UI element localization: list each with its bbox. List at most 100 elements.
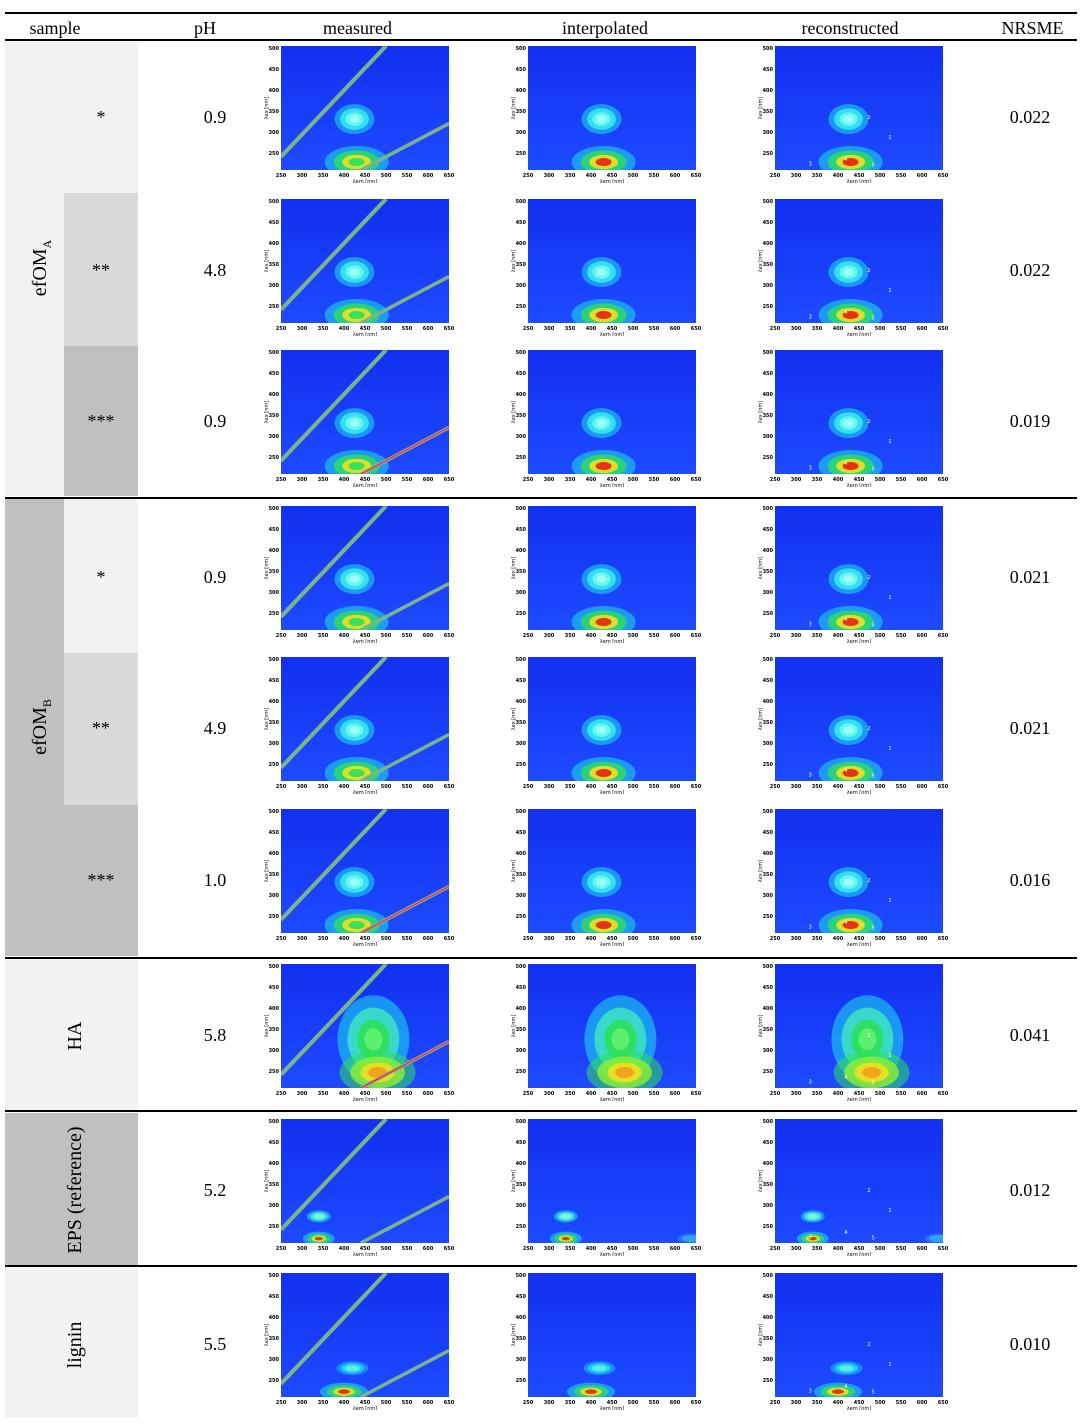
x-tick-label: 500	[628, 936, 639, 942]
y-tick-label: 500	[269, 809, 280, 815]
eem-svg: 500 450 400 350 300 250 250 300 350 400 450 500 550 6…	[264, 199, 455, 336]
x-axis-label: λem [nm]	[847, 1252, 871, 1256]
header-sample: sample	[29, 18, 81, 38]
y-tick-label: 450	[516, 371, 527, 377]
x-tick-label: 450	[854, 173, 865, 179]
y-tick-label: 350	[516, 413, 527, 419]
component-label: 4	[844, 768, 847, 774]
nrsme-value: 0.041	[1009, 1025, 1051, 1045]
y-tick-label: 300	[269, 590, 280, 596]
y-axis-label: λex [nm]	[511, 1170, 517, 1192]
x-tick-label: 550	[402, 633, 413, 639]
x-tick-label: 400	[586, 326, 597, 332]
y-tick-label: 500	[516, 964, 527, 970]
component-label: 5	[872, 1389, 875, 1395]
peak-humic-upper	[334, 408, 375, 439]
x-tick-label: 250	[770, 633, 781, 639]
peak-humic-lower	[818, 757, 883, 781]
x-axis-label: λem [nm]	[847, 790, 871, 794]
y-tick-label: 450	[269, 678, 280, 684]
sample-marker: *	[96, 567, 106, 587]
y-tick-label: 450	[516, 1140, 527, 1146]
x-tick-label: 250	[770, 784, 781, 790]
x-tick-label: 250	[276, 633, 287, 639]
x-tick-label: 250	[770, 1246, 781, 1252]
x-tick-label: 650	[938, 1400, 949, 1406]
component-label: 4	[844, 310, 847, 316]
x-tick-label: 300	[544, 936, 555, 942]
group-label-EPS: EPS (reference)	[64, 1126, 86, 1254]
x-tick-label: 650	[444, 173, 455, 179]
peak-humic-upper	[334, 257, 375, 288]
eem-plot-interpolated: 500 450 400 350 300 250 250 300 350 400 450 500 550 6…	[511, 503, 721, 643]
x-tick-label: 550	[649, 1400, 660, 1406]
x-tick-label: 250	[276, 1400, 287, 1406]
x-tick-label: 250	[770, 173, 781, 179]
x-tick-label: 300	[791, 477, 802, 483]
x-tick-label: 300	[791, 1400, 802, 1406]
x-tick-label: 500	[628, 784, 639, 790]
component-label: 1	[888, 1208, 891, 1214]
y-tick-label: 450	[269, 830, 280, 836]
x-tick-label: 650	[691, 477, 702, 483]
nrsme-value: 0.019	[1009, 411, 1051, 431]
eem-plot-reconstructed: 1 2 3 4 5 500 450 400 350 300 250 250 300 350 400 450 50…	[758, 806, 968, 946]
x-axis-label: λem [nm]	[353, 790, 377, 794]
y-tick-label: 350	[516, 720, 527, 726]
y-tick-label: 500	[763, 199, 774, 205]
y-tick-label: 300	[516, 283, 527, 289]
x-tick-label: 500	[628, 326, 639, 332]
y-tick-label: 300	[516, 1203, 527, 1209]
x-tick-label: 600	[670, 936, 681, 942]
x-tick-label: 300	[791, 633, 802, 639]
header-nrsme: NRSME	[1001, 18, 1064, 38]
y-tick-label: 400	[516, 1161, 527, 1167]
component-label: 1	[888, 595, 891, 601]
x-tick-label: 350	[565, 633, 576, 639]
y-tick-label: 300	[516, 893, 527, 899]
y-axis-label: λex [nm]	[264, 97, 270, 119]
component-label: 2	[867, 878, 870, 884]
y-tick-label: 400	[516, 699, 527, 705]
x-tick-label: 650	[938, 784, 949, 790]
x-tick-label: 400	[833, 633, 844, 639]
group-rule-efOMB	[5, 497, 1077, 499]
y-tick-label: 500	[269, 1273, 280, 1279]
x-tick-label: 300	[297, 326, 308, 332]
x-tick-label: 500	[381, 477, 392, 483]
y-tick-label: 450	[763, 830, 774, 836]
x-tick-label: 350	[812, 1400, 823, 1406]
x-tick-label: 600	[917, 784, 928, 790]
x-tick-label: 450	[854, 784, 865, 790]
y-tick-label: 300	[516, 434, 527, 440]
sample-marker: *	[96, 107, 106, 127]
y-tick-label: 400	[269, 88, 280, 94]
x-tick-label: 450	[607, 936, 618, 942]
x-axis-label: λem [nm]	[600, 942, 624, 946]
x-tick-label: 450	[607, 1246, 618, 1252]
y-tick-label: 450	[516, 830, 527, 836]
y-tick-label: 400	[516, 241, 527, 247]
y-tick-label: 350	[763, 872, 774, 878]
x-tick-label: 500	[381, 173, 392, 179]
component-label: 4	[844, 1230, 847, 1236]
eem-plot-reconstructed: 1 2 3 4 5 500 450 400 350 300 250 250 300 350 400 450 50…	[758, 43, 968, 183]
y-axis-label: λex [nm]	[264, 860, 270, 882]
peak-humic-upper	[581, 257, 622, 288]
eem-plot-interpolated: 500 450 400 350 300 250 250 300 350 400 450 500 550 6…	[511, 1270, 721, 1410]
component-label: 2	[867, 1033, 870, 1039]
eem-svg: 500 450 400 350 300 250 250 300 350 400 450 500 550 6…	[264, 506, 455, 643]
x-tick-label: 550	[896, 784, 907, 790]
component-label: 2	[867, 575, 870, 581]
y-tick-label: 300	[763, 1203, 774, 1209]
y-tick-label: 400	[516, 88, 527, 94]
eem-svg: 500 450 400 350 300 250 250 300 350 400 450 500 550 6…	[264, 809, 455, 946]
y-tick-label: 250	[516, 1224, 527, 1230]
y-tick-label: 300	[269, 1048, 280, 1054]
x-tick-label: 600	[917, 1091, 928, 1097]
x-tick-label: 550	[402, 936, 413, 942]
x-tick-label: 550	[896, 173, 907, 179]
peak-humic-lower	[818, 909, 883, 933]
x-tick-label: 400	[339, 173, 350, 179]
x-tick-label: 650	[691, 936, 702, 942]
